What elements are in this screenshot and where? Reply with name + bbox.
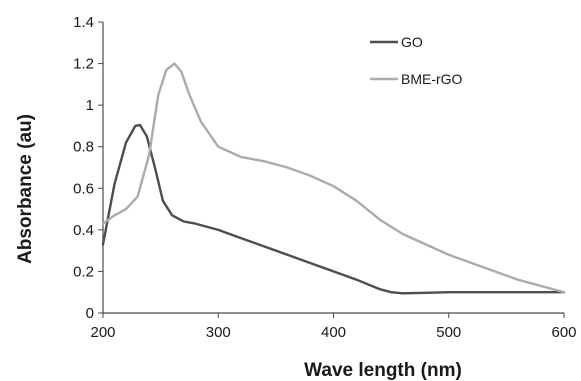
y-tick-label: 1 bbox=[86, 97, 94, 114]
legend-label-bme-rgo: BME-rGO bbox=[401, 71, 463, 87]
y-tick-label: 0.8 bbox=[73, 139, 94, 156]
y-tick-label: 1.4 bbox=[73, 14, 94, 31]
y-tick-label: 0.6 bbox=[73, 180, 94, 197]
y-tick-label: 0.2 bbox=[73, 263, 94, 280]
x-tick-label: 300 bbox=[206, 324, 231, 341]
x-tick-label: 500 bbox=[436, 324, 461, 341]
x-axis: 200 300 400 500 600 bbox=[90, 312, 577, 341]
x-tick-label: 200 bbox=[90, 324, 115, 341]
series-line-bme-rgo bbox=[101, 62, 566, 294]
legend: GO BME-rGO bbox=[370, 34, 463, 87]
y-axis: 0 0.2 0.4 0.6 0.8 1 1.2 1.4 bbox=[73, 14, 104, 322]
series-line-go bbox=[101, 123, 566, 295]
y-tick-label: 0.4 bbox=[73, 222, 94, 239]
y-tick-label: 1.2 bbox=[73, 56, 94, 73]
legend-label-go: GO bbox=[401, 34, 423, 50]
x-tick-label: 600 bbox=[551, 324, 576, 341]
x-axis-title: Wave length (nm) bbox=[304, 360, 462, 381]
y-axis-title: Absorbance (au) bbox=[15, 114, 36, 264]
y-tick-label: 0 bbox=[86, 305, 94, 322]
series-layer bbox=[101, 62, 566, 295]
x-tick-label: 400 bbox=[321, 324, 346, 341]
